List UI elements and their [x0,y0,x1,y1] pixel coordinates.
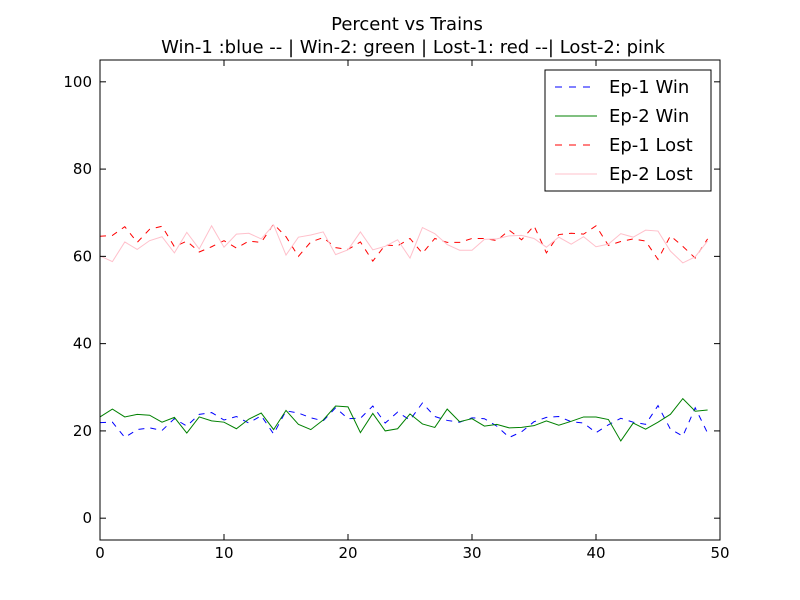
x-tick-label: 20 [338,544,357,562]
legend-label-1: Ep-1 Win [609,77,689,98]
y-tick-label: 20 [73,422,92,440]
chart-title: Percent vs Trains [331,14,483,35]
x-tick-label: 40 [586,544,605,562]
y-tick-label: 80 [73,160,92,178]
legend-label-3: Ep-1 Lost [609,135,693,156]
legend: Ep-1 Win Ep-2 Win Ep-1 Lost Ep-2 Lost [544,69,712,192]
y-tick-label: 40 [73,335,92,353]
y-tick-label: 60 [73,247,92,265]
series-line-4 [99,224,708,264]
axes-layer: 0 10 20 30 40 50 0 20 40 60 80 100 [63,59,730,562]
legend-label-2: Ep-2 Win [609,106,689,127]
x-tick-label: 30 [462,544,481,562]
chart-subtitle: Win-1 :blue -- | Win-2: green | Lost-1: … [161,37,665,58]
x-tick-label: 50 [710,544,729,562]
x-tick-label: 10 [214,544,233,562]
series-line-3 [99,223,709,263]
series-line-1 [99,402,709,439]
series-layer [99,223,709,442]
series-line-2 [99,397,708,442]
x-tick-label: 0 [95,544,105,562]
legend-label-4: Ep-2 Lost [609,164,693,185]
y-tick-label: 0 [82,509,92,527]
y-tick-label: 100 [63,73,92,91]
legend-box [544,69,712,192]
plot-frame [99,59,721,541]
